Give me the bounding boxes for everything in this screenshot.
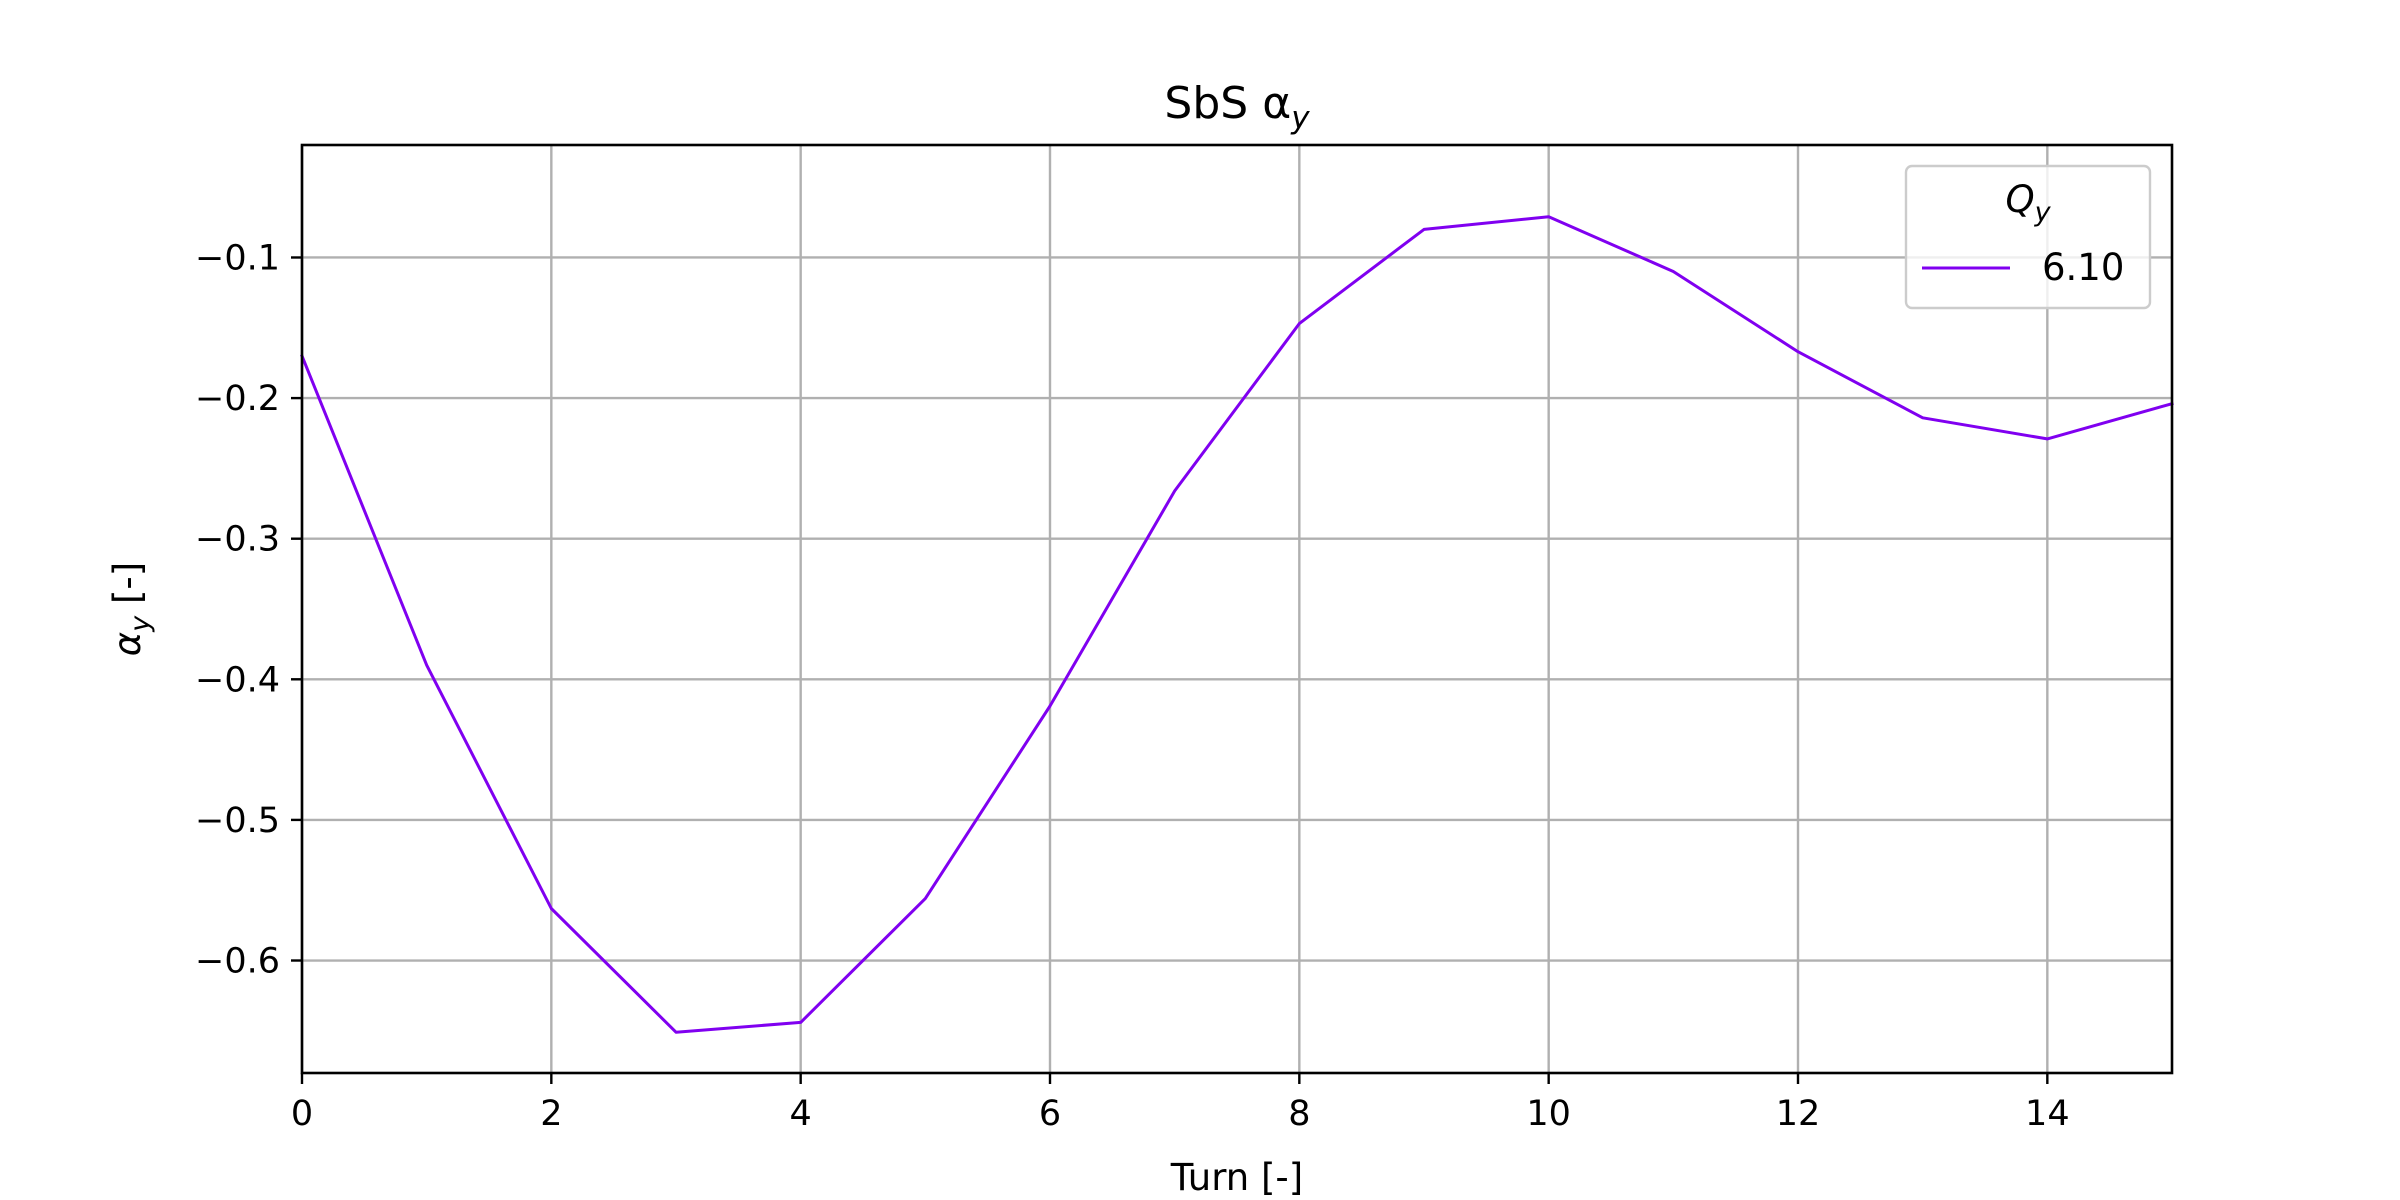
x-axis-label: Turn [-] bbox=[1170, 1156, 1303, 1199]
x-tick-label: 0 bbox=[291, 1094, 313, 1134]
y-tick-label: −0.2 bbox=[195, 379, 280, 419]
y-tick-label: −0.4 bbox=[195, 660, 280, 700]
plot-frame bbox=[300, 143, 2174, 1075]
y-axis-label-symbol: α bbox=[106, 632, 149, 656]
legend-box bbox=[1904, 164, 2152, 310]
x-tick-label: 4 bbox=[790, 1094, 812, 1134]
y-axis-label: αy [-] bbox=[106, 562, 156, 656]
x-tick-label: 2 bbox=[540, 1094, 562, 1134]
y-tick-label: −0.6 bbox=[195, 942, 280, 982]
legend: Qy 6.10 bbox=[1904, 164, 2152, 310]
y-tick-label: −0.3 bbox=[195, 520, 280, 560]
x-tick-label: 14 bbox=[2025, 1094, 2070, 1134]
y-axis-label-subscript: y bbox=[125, 615, 156, 633]
y-tick-label: −0.1 bbox=[195, 238, 280, 278]
chart-title-subscript: y bbox=[1290, 100, 1310, 136]
y-tick-label: −0.5 bbox=[195, 801, 280, 841]
x-tick-label: 6 bbox=[1039, 1094, 1061, 1134]
legend-title: Qy bbox=[2005, 178, 2051, 228]
legend-title-main: Q bbox=[2005, 178, 2034, 221]
x-tick-label: 10 bbox=[1526, 1094, 1571, 1134]
legend-title-subscript: y bbox=[2034, 197, 2052, 228]
axis-ticks: 0 2 4 6 8 10 12 14 −0.1 −0.2 −0.3 −0.4 −0.5 −0.6 bbox=[195, 238, 2070, 1134]
x-tick-label: 12 bbox=[1776, 1094, 1821, 1134]
y-axis-label-suffix: [-] bbox=[106, 562, 149, 616]
grid bbox=[300, 145, 2172, 1073]
legend-entry-label: 6.10 bbox=[2042, 246, 2124, 289]
chart-title: SbS αy bbox=[1164, 78, 1310, 136]
x-tick-label: 8 bbox=[1288, 1094, 1310, 1134]
chart-title-main: SbS α bbox=[1164, 78, 1291, 129]
series-layer bbox=[300, 215, 2174, 1034]
series-line-6-10 bbox=[300, 215, 2174, 1034]
